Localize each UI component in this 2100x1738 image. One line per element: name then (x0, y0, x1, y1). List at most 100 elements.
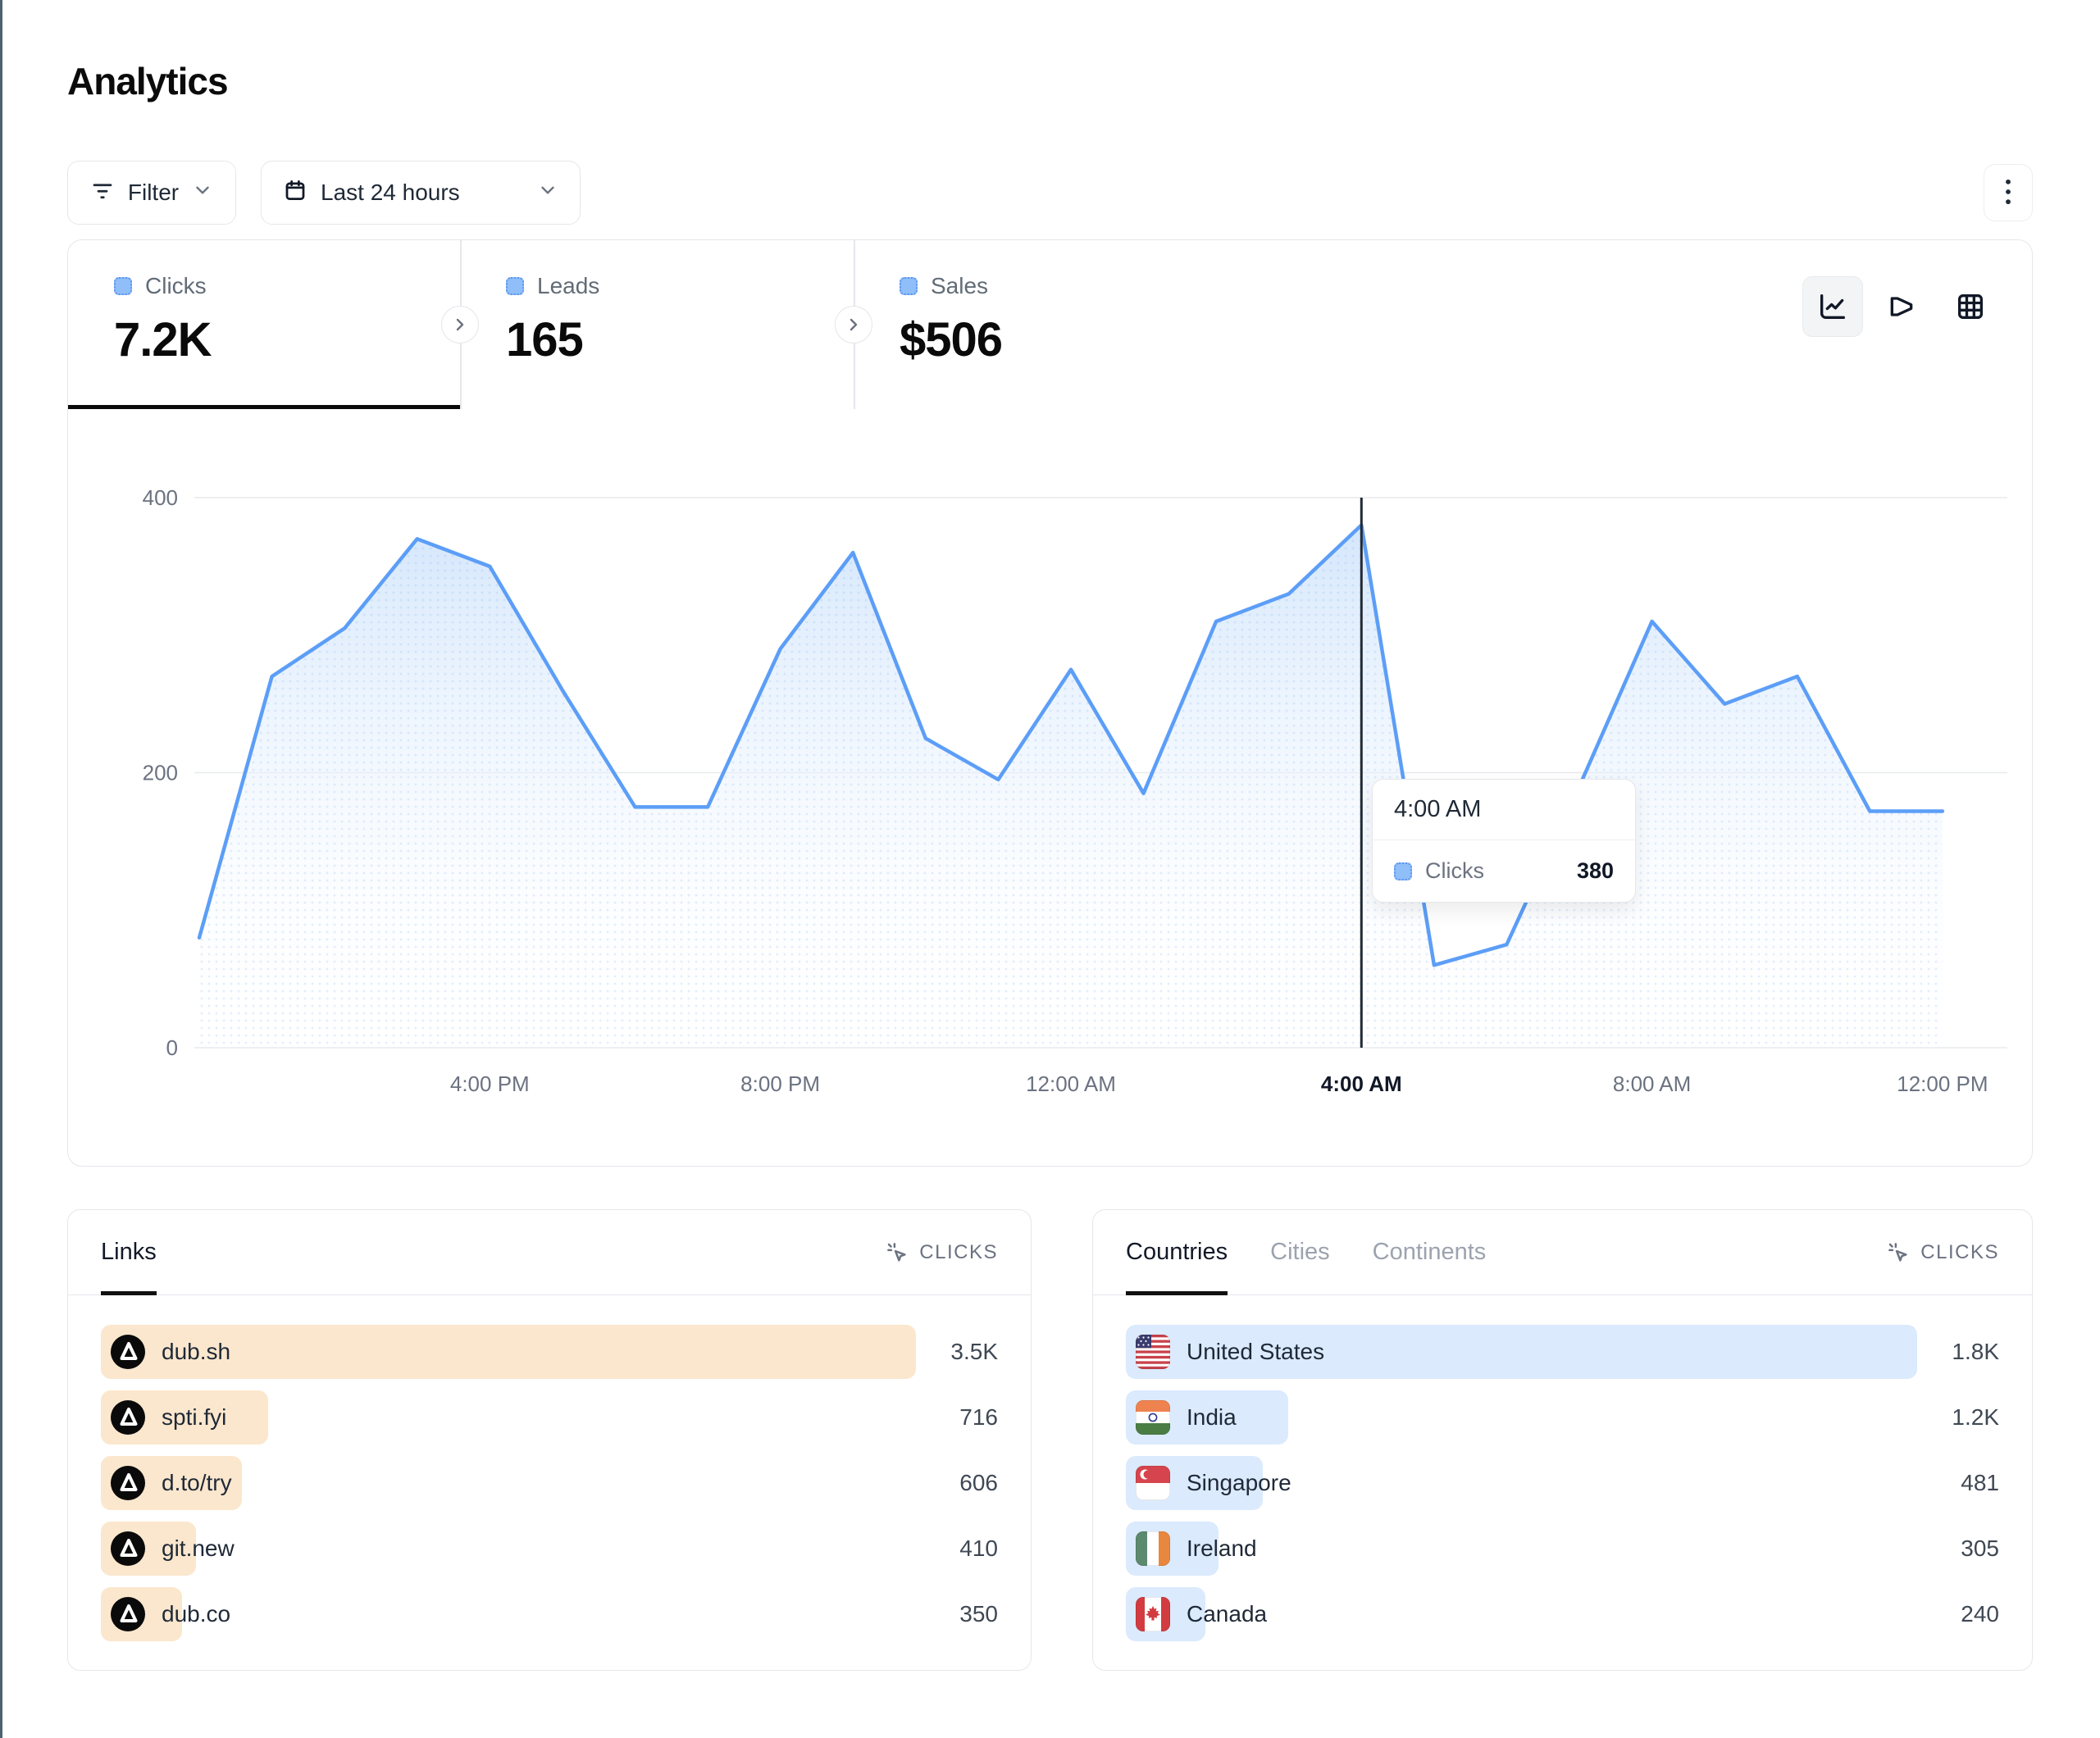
svg-text:0: 0 (166, 1035, 178, 1060)
funnel-view-button[interactable] (1871, 276, 1932, 337)
row-label: Ireland (1187, 1536, 1257, 1561)
stat-tab-leads[interactable]: Leads 165 (460, 240, 854, 409)
line-chart-icon (1820, 294, 1845, 319)
list-item[interactable]: spti.fyi 716 (101, 1390, 998, 1445)
svg-text:12:00 PM: 12:00 PM (1897, 1071, 1988, 1096)
svg-text:12:00 AM: 12:00 AM (1026, 1071, 1116, 1096)
list-item[interactable]: Singapore 481 (1126, 1456, 1999, 1510)
stat-tab-clicks[interactable]: Clicks 7.2K (68, 240, 460, 409)
us-flag-icon (1136, 1335, 1170, 1369)
svg-text:4:00 AM: 4:00 AM (1321, 1071, 1402, 1096)
value-bar (1126, 1325, 1917, 1379)
row-label: Canada (1187, 1601, 1268, 1627)
chevron-right-icon (456, 318, 464, 331)
row-label: dub.sh (162, 1339, 231, 1364)
grid-icon (1958, 294, 1983, 319)
list-item[interactable]: United States 1.8K (1126, 1325, 1999, 1379)
links-metric[interactable]: CLICKS (885, 1210, 998, 1294)
row-value: 716 (959, 1404, 998, 1430)
calendar-icon (283, 178, 307, 208)
list-item[interactable]: dub.sh 3.5K (101, 1325, 998, 1379)
singapore-flag-icon (1136, 1466, 1170, 1500)
stat-value: 165 (506, 313, 584, 366)
links-panel-header: Links CLICKS (68, 1210, 1031, 1295)
more-options-button[interactable] (1984, 164, 2033, 221)
links-tab-links[interactable]: Links (101, 1210, 157, 1295)
dub-logo-icon (111, 1400, 145, 1435)
list-item[interactable]: Canada 240 (1126, 1587, 1999, 1641)
svg-text:200: 200 (143, 761, 178, 785)
stat-tab-sales[interactable]: Sales $506 (854, 240, 2034, 409)
row-value: 481 (1961, 1470, 1999, 1495)
countries-panel-header: Countries Cities Continents CLICKS (1093, 1210, 2032, 1295)
filter-icon (90, 178, 115, 208)
chart-type-switcher (1802, 276, 2001, 337)
countries-metric[interactable]: CLICKS (1886, 1210, 1999, 1294)
row-value: 606 (959, 1470, 998, 1495)
cursor-click-icon (887, 1242, 906, 1262)
kebab-menu-icon (1997, 178, 2020, 208)
list-item[interactable]: git.new 410 (101, 1522, 998, 1576)
canada-flag-icon (1136, 1597, 1170, 1631)
dub-logo-icon (111, 1597, 145, 1631)
clicks-legend-icon (1394, 862, 1412, 880)
stat-tabs-row: Clicks 7.2K Leads 165 Sales $506 (68, 240, 2032, 409)
dub-logo-icon (111, 1335, 145, 1369)
row-label: Singapore (1187, 1470, 1291, 1495)
countries-tab-continents[interactable]: Continents (1372, 1239, 1487, 1265)
expand-leads-button[interactable] (441, 306, 479, 344)
value-bar (101, 1325, 916, 1379)
row-value: 240 (1961, 1601, 1999, 1627)
stat-label: Leads (537, 273, 600, 298)
chart-tooltip: 4:00 AM Clicks 380 (1372, 779, 1636, 903)
filter-button-label: Filter (127, 180, 180, 205)
left-edge-divider (0, 0, 2, 1738)
row-label: d.to/try (162, 1470, 232, 1495)
list-item[interactable]: Ireland 305 (1126, 1522, 1999, 1576)
tooltip-time: 4:00 AM (1373, 780, 1635, 840)
countries-panel: Countries Cities Continents CLICKS United … (1092, 1209, 2033, 1671)
date-range-button[interactable]: Last 24 hours (261, 161, 581, 225)
stat-legend-icon (900, 277, 918, 295)
row-label: India (1187, 1404, 1237, 1430)
links-panel: Links CLICKS dub.sh 3.5K spti.fyi 716 d.… (67, 1209, 1032, 1671)
row-label: spti.fyi (162, 1404, 227, 1430)
svg-text:8:00 PM: 8:00 PM (740, 1071, 820, 1096)
date-range-label: Last 24 hours (321, 180, 460, 205)
filter-button[interactable]: Filter (67, 161, 236, 225)
dub-logo-icon (111, 1531, 145, 1566)
expand-sales-button[interactable] (835, 306, 872, 344)
row-label: United States (1187, 1339, 1325, 1364)
ireland-flag-icon (1136, 1531, 1170, 1566)
stat-legend-icon (114, 277, 132, 295)
list-item[interactable]: dub.co 350 (101, 1587, 998, 1641)
stat-label: Clicks (145, 273, 207, 298)
svg-text:4:00 PM: 4:00 PM (450, 1071, 530, 1096)
tooltip-series-label: Clicks (1425, 858, 1484, 883)
tooltip-value: 380 (1576, 858, 1614, 883)
chevron-right-icon (850, 318, 858, 331)
table-view-button[interactable] (1940, 276, 2001, 337)
countries-metric-label: CLICKS (1920, 1240, 1999, 1263)
list-item[interactable]: d.to/try 606 (101, 1456, 998, 1510)
india-flag-icon (1136, 1400, 1170, 1435)
svg-text:8:00 AM: 8:00 AM (1613, 1071, 1691, 1096)
chevron-down-icon (192, 180, 213, 207)
line-chart-view-button[interactable] (1802, 276, 1863, 337)
clicks-area-chart[interactable]: 0 200 400 4:00 PM 8:00 PM 12:00 AM 4:00 AM 8:00… (68, 409, 2034, 1167)
dub-logo-icon (111, 1466, 145, 1500)
stat-value: 7.2K (114, 313, 212, 366)
list-item[interactable]: India 1.2K (1126, 1390, 1999, 1445)
row-value: 3.5K (950, 1339, 998, 1364)
countries-tab-cities[interactable]: Cities (1270, 1239, 1330, 1265)
chevron-down-icon (537, 180, 558, 207)
row-value: 1.8K (1952, 1339, 1999, 1364)
cursor-click-icon (1888, 1242, 1907, 1262)
page-title: Analytics (67, 60, 229, 102)
stat-value: $506 (900, 313, 1003, 366)
svg-text:400: 400 (143, 485, 178, 510)
row-label: git.new (162, 1536, 235, 1561)
countries-tab-countries[interactable]: Countries (1126, 1210, 1228, 1295)
